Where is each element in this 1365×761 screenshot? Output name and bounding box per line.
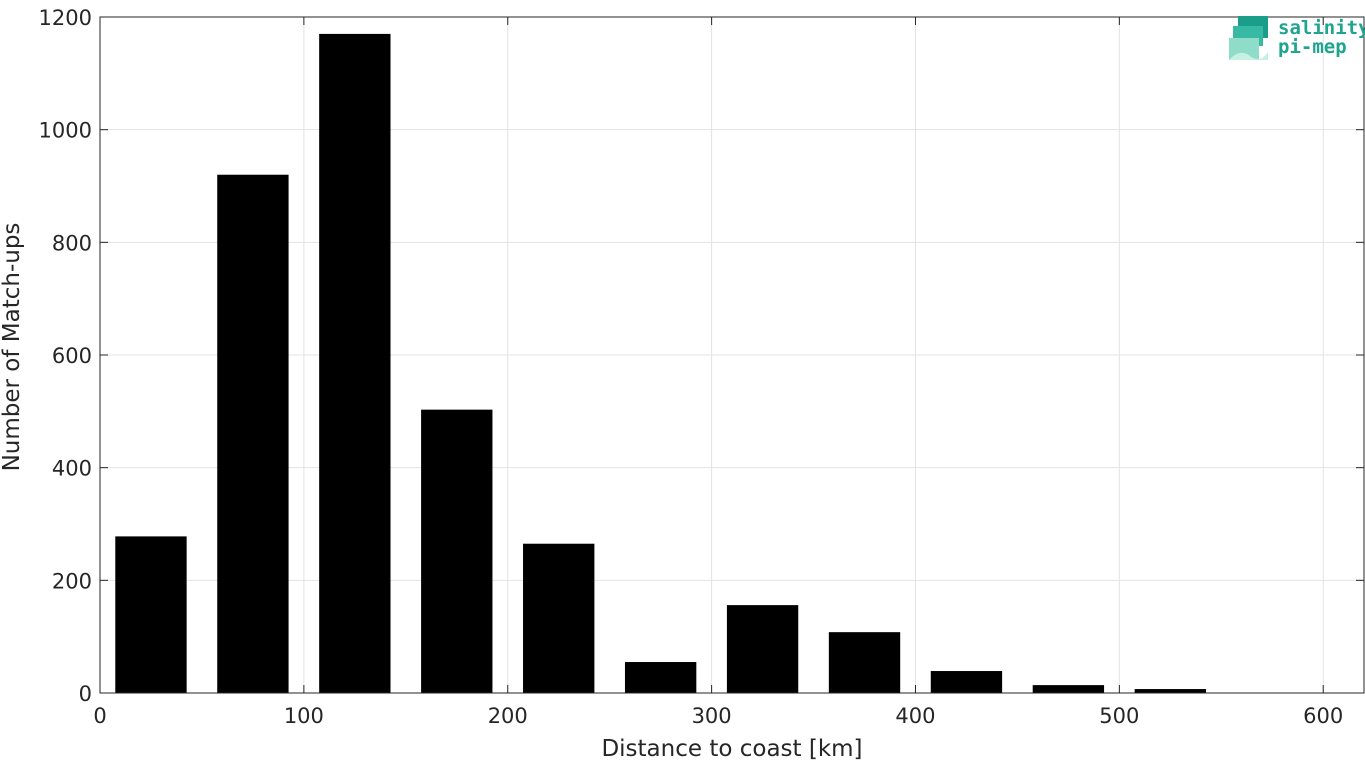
x-tick-label-2: 200 [488, 704, 528, 728]
x-tick-label-0: 0 [93, 704, 106, 728]
x-tick-label-5: 500 [1099, 704, 1139, 728]
bars [115, 33, 1206, 693]
salinity-pi-mep-logo: salinity pi-mep [1229, 16, 1365, 60]
bar-7 [828, 632, 901, 693]
y-tick-label-5: 1000 [39, 119, 92, 143]
bar-4 [523, 543, 595, 693]
x-tick-label-3: 300 [692, 704, 732, 728]
bar-0 [115, 536, 187, 693]
logo-mark-icon [1229, 16, 1268, 60]
bar-3 [421, 409, 493, 693]
x-tick-label-4: 400 [895, 704, 935, 728]
bar-1 [217, 174, 289, 693]
y-tick-label-3: 600 [52, 344, 92, 368]
bar-2 [319, 33, 391, 693]
tick-marks [99, 16, 1364, 694]
bar-6 [726, 605, 799, 693]
y-axis-label: Number of Match-ups [0, 223, 25, 472]
y-tick-label-4: 800 [52, 231, 92, 255]
y-tick-label-2: 400 [52, 457, 92, 481]
x-tick-labels: 0 100 200 300 400 500 600 [93, 704, 1343, 728]
y-tick-label-1: 200 [52, 569, 92, 593]
logo-line1: salinity [1278, 17, 1365, 39]
y-tick-labels: 0 200 400 600 800 1000 1200 [39, 6, 92, 706]
y-tick-label-0: 0 [79, 682, 92, 706]
x-tick-label-6: 600 [1303, 704, 1343, 728]
bar-10 [1134, 689, 1206, 693]
bar-8 [930, 671, 1003, 693]
logo-line2: pi-mep [1278, 36, 1347, 58]
grid-lines [99, 16, 1364, 694]
bar-5 [624, 662, 697, 693]
bar-9 [1032, 685, 1105, 693]
y-tick-label-6: 1200 [39, 6, 92, 30]
x-axis-label: Distance to coast [km] [601, 736, 862, 761]
x-tick-label-1: 100 [284, 704, 324, 728]
